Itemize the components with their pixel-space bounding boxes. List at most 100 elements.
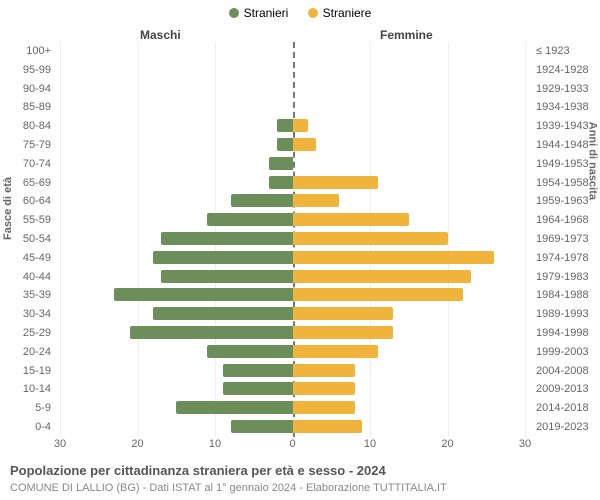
pyramid-row <box>60 249 525 268</box>
y-label-birth: 1964-1968 <box>536 211 600 230</box>
column-header-female: Femmine <box>380 28 433 42</box>
y-label-birth: 1934-1938 <box>536 98 600 117</box>
y-label-age: 80-84 <box>1 117 51 136</box>
legend-item-male: Stranieri <box>229 6 289 20</box>
bar-male <box>207 345 292 358</box>
y-label-birth: 1954-1958 <box>536 174 600 193</box>
bar-male <box>114 288 292 301</box>
pyramid-row <box>60 61 525 80</box>
y-label-birth: 2009-2013 <box>536 380 600 399</box>
pyramid-row <box>60 174 525 193</box>
y-label-birth: 1924-1928 <box>536 61 600 80</box>
y-label-age: 90-94 <box>1 80 51 99</box>
x-tick: 20 <box>131 438 143 450</box>
legend-item-female: Straniere <box>308 6 372 20</box>
bar-male <box>161 270 293 283</box>
y-label-age: 65-69 <box>1 174 51 193</box>
footer-title: Popolazione per cittadinanza straniera p… <box>10 463 386 478</box>
y-label-age: 30-34 <box>1 305 51 324</box>
pyramid-row <box>60 136 525 155</box>
pyramid-row <box>60 362 525 381</box>
bar-female <box>293 382 355 395</box>
x-tick: 30 <box>54 438 66 450</box>
pyramid-row <box>60 117 525 136</box>
legend-swatch-female <box>308 8 318 18</box>
y-label-birth: 2014-2018 <box>536 399 600 418</box>
y-label-age: 75-79 <box>1 136 51 155</box>
pyramid-row <box>60 192 525 211</box>
pyramid-row <box>60 80 525 99</box>
bar-female <box>293 232 448 245</box>
bar-female <box>293 270 471 283</box>
bar-male <box>223 364 293 377</box>
legend: Stranieri Straniere <box>0 6 600 21</box>
y-label-age: 95-99 <box>1 61 51 80</box>
y-label-age: 0-4 <box>1 418 51 437</box>
y-label-birth: 1949-1953 <box>536 155 600 174</box>
bar-male <box>231 194 293 207</box>
bar-male <box>153 251 293 264</box>
pyramid-row <box>60 268 525 287</box>
y-label-birth: 1994-1998 <box>536 324 600 343</box>
y-label-birth: 1989-1993 <box>536 305 600 324</box>
pyramid-row <box>60 399 525 418</box>
y-label-age: 40-44 <box>1 268 51 287</box>
bar-female <box>293 364 355 377</box>
y-label-age: 60-64 <box>1 192 51 211</box>
bar-male <box>161 232 293 245</box>
footer-subtitle: COMUNE DI LALLIO (BG) - Dati ISTAT al 1°… <box>10 482 447 494</box>
y-label-birth: 1969-1973 <box>536 230 600 249</box>
y-label-birth: 2004-2008 <box>536 362 600 381</box>
y-right-labels: ≤ 19231924-19281929-19331934-19381939-19… <box>532 42 600 437</box>
bar-male <box>153 307 293 320</box>
y-label-age: 85-89 <box>1 98 51 117</box>
y-left-labels: 100+95-9990-9485-8980-8475-7970-7465-696… <box>0 42 55 437</box>
bar-female <box>293 288 464 301</box>
bar-female <box>293 307 394 320</box>
bar-female <box>293 138 316 151</box>
pyramid-row <box>60 324 525 343</box>
bar-female <box>293 176 378 189</box>
x-axis: 3020100102030 <box>60 438 525 456</box>
bar-male <box>231 420 293 433</box>
pyramid-row <box>60 42 525 61</box>
legend-swatch-male <box>229 8 239 18</box>
y-label-birth: 1974-1978 <box>536 249 600 268</box>
bar-female <box>293 401 355 414</box>
y-label-age: 35-39 <box>1 286 51 305</box>
pyramid-row <box>60 305 525 324</box>
x-tick: 20 <box>441 438 453 450</box>
bar-female <box>293 119 309 132</box>
x-tick: 10 <box>209 438 221 450</box>
y-label-age: 5-9 <box>1 399 51 418</box>
y-label-birth: 1999-2003 <box>536 343 600 362</box>
y-label-age: 70-74 <box>1 155 51 174</box>
bar-female <box>293 326 394 339</box>
pyramid-row <box>60 380 525 399</box>
y-label-birth: 2019-2023 <box>536 418 600 437</box>
x-tick: 10 <box>364 438 376 450</box>
pyramid-row <box>60 98 525 117</box>
y-label-birth: 1979-1983 <box>536 268 600 287</box>
bar-male <box>269 157 292 170</box>
column-header-male: Maschi <box>140 28 181 42</box>
bar-male <box>130 326 293 339</box>
bar-female <box>293 345 378 358</box>
pyramid-row <box>60 211 525 230</box>
bar-male <box>207 213 292 226</box>
y-label-birth: 1984-1988 <box>536 286 600 305</box>
y-label-age: 100+ <box>1 42 51 61</box>
bar-male <box>269 176 292 189</box>
y-label-age: 50-54 <box>1 230 51 249</box>
y-label-age: 10-14 <box>1 380 51 399</box>
y-label-birth: 1944-1948 <box>536 136 600 155</box>
pyramid-row <box>60 230 525 249</box>
y-label-birth: ≤ 1923 <box>536 42 600 61</box>
y-label-age: 20-24 <box>1 343 51 362</box>
y-label-birth: 1959-1963 <box>536 192 600 211</box>
x-tick: 0 <box>289 438 295 450</box>
pyramid-row <box>60 418 525 437</box>
legend-label-male: Stranieri <box>244 6 289 20</box>
bar-female <box>293 420 363 433</box>
bar-female <box>293 194 340 207</box>
